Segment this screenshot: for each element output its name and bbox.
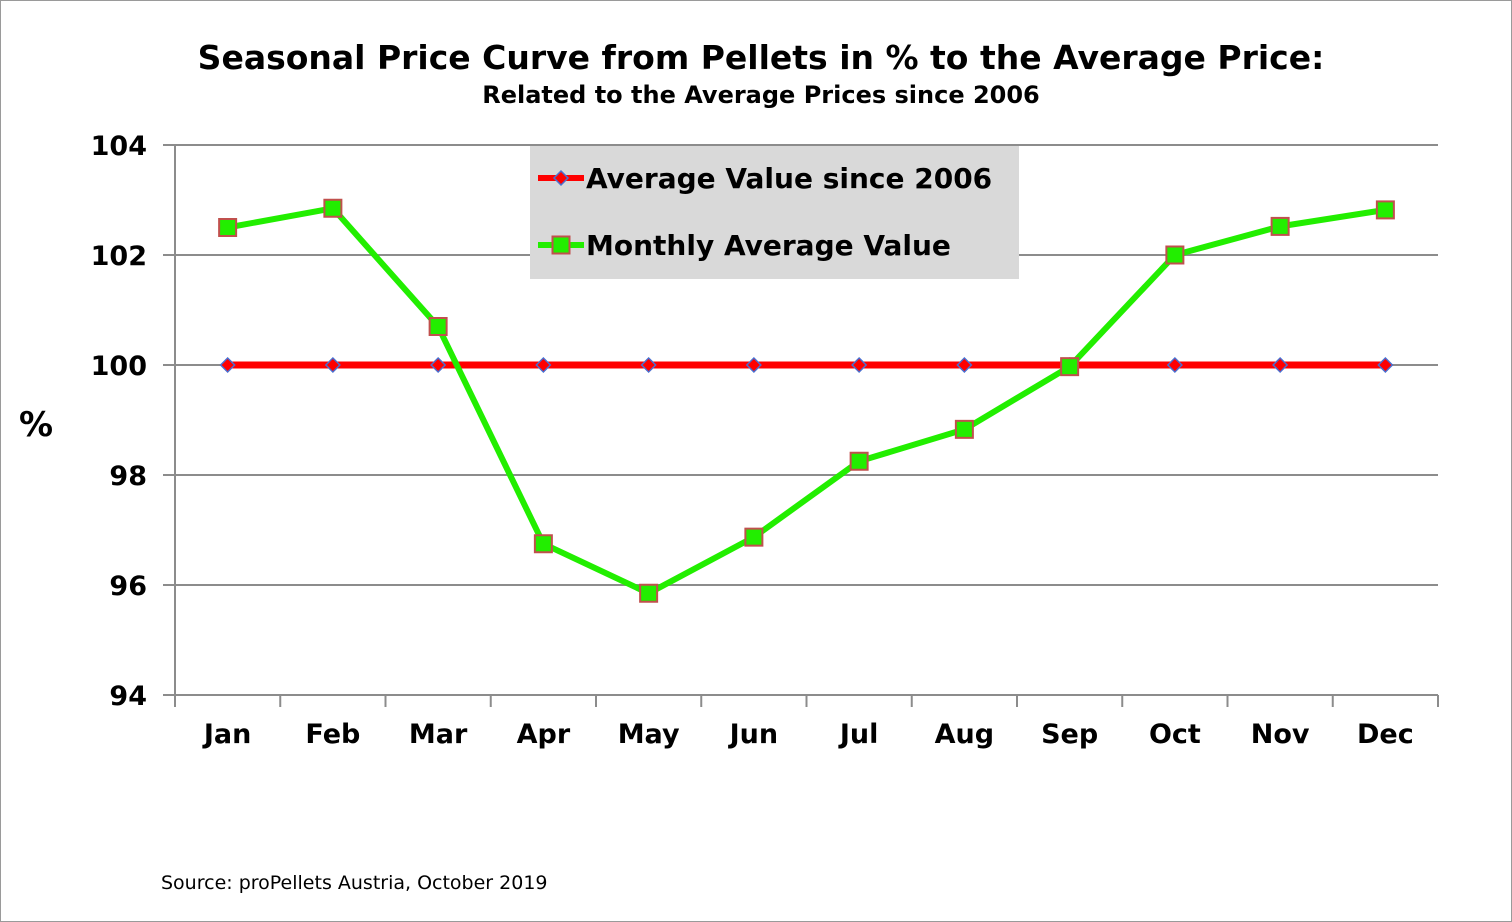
x-tick-label-apr: Apr bbox=[517, 719, 571, 750]
point-average-may bbox=[640, 356, 657, 374]
y-tick-label-104: 104 bbox=[91, 131, 147, 162]
x-tick-label-may: May bbox=[618, 719, 680, 750]
x-tick-label-jul: Jul bbox=[838, 719, 879, 750]
y-tick-label-100: 100 bbox=[91, 351, 147, 382]
point-average-jun bbox=[745, 356, 762, 374]
y-axis-label: % bbox=[19, 405, 53, 445]
series-layer bbox=[218, 198, 1395, 603]
legend: Average Value since 2006 Monthly Average… bbox=[530, 146, 1019, 279]
point-monthly-dec bbox=[1375, 200, 1395, 220]
x-tick-label-jun: Jun bbox=[728, 719, 779, 750]
point-average-aug bbox=[956, 356, 973, 374]
point-monthly-aug bbox=[954, 419, 974, 439]
point-monthly-mar bbox=[428, 317, 448, 336]
chart-subtitle: Related to the Average Prices since 2006 bbox=[482, 81, 1040, 109]
point-monthly-may bbox=[639, 583, 659, 603]
axes bbox=[163, 144, 1439, 707]
x-tick-label-sep: Sep bbox=[1041, 719, 1098, 750]
point-monthly-sep bbox=[1060, 357, 1080, 377]
legend-label-average: Average Value since 2006 bbox=[586, 162, 992, 195]
legend-diamond-icon bbox=[552, 169, 570, 187]
point-monthly-apr bbox=[533, 534, 553, 554]
point-monthly-jan bbox=[218, 218, 238, 237]
x-tick-label-nov: Nov bbox=[1251, 719, 1310, 750]
y-tick-label-98: 98 bbox=[109, 461, 147, 492]
chart-title: Seasonal Price Curve from Pellets in % t… bbox=[198, 38, 1325, 77]
point-average-nov bbox=[1272, 356, 1289, 374]
point-average-jan bbox=[219, 356, 236, 374]
x-tick-label-jan: Jan bbox=[202, 719, 252, 750]
point-monthly-jun bbox=[744, 527, 764, 547]
x-tick-label-feb: Feb bbox=[305, 719, 360, 750]
point-monthly-oct bbox=[1165, 245, 1185, 265]
series-line-monthly bbox=[224, 205, 1389, 597]
point-monthly-nov bbox=[1270, 216, 1290, 236]
point-average-jul bbox=[851, 356, 868, 374]
y-tick-labels: 94 96 98 100 102 104 bbox=[91, 131, 147, 712]
point-average-oct bbox=[1166, 356, 1183, 374]
point-average-feb bbox=[324, 356, 341, 374]
legend-background bbox=[530, 146, 1019, 279]
y-tick-label-96: 96 bbox=[109, 571, 147, 602]
point-average-dec bbox=[1377, 356, 1394, 374]
y-tick-label-94: 94 bbox=[109, 681, 147, 712]
x-tick-label-oct: Oct bbox=[1149, 719, 1201, 750]
y-tick-label-102: 102 bbox=[91, 241, 147, 272]
source-note: Source: proPellets Austria, October 2019 bbox=[161, 872, 548, 894]
legend-square-icon bbox=[551, 235, 571, 255]
x-tick-label-mar: Mar bbox=[409, 719, 468, 750]
point-monthly-feb bbox=[323, 198, 343, 218]
point-monthly-jul bbox=[849, 451, 869, 471]
x-tick-labels: Jan Feb Mar Apr May Jun Jul Aug Sep Oct Nov Dec bbox=[202, 719, 1414, 750]
x-tick-label-aug: Aug bbox=[935, 719, 994, 750]
x-tick-label-dec: Dec bbox=[1357, 719, 1414, 750]
legend-label-monthly: Monthly Average Value bbox=[586, 229, 951, 262]
point-average-mar bbox=[430, 356, 447, 374]
point-average-apr bbox=[535, 356, 552, 374]
